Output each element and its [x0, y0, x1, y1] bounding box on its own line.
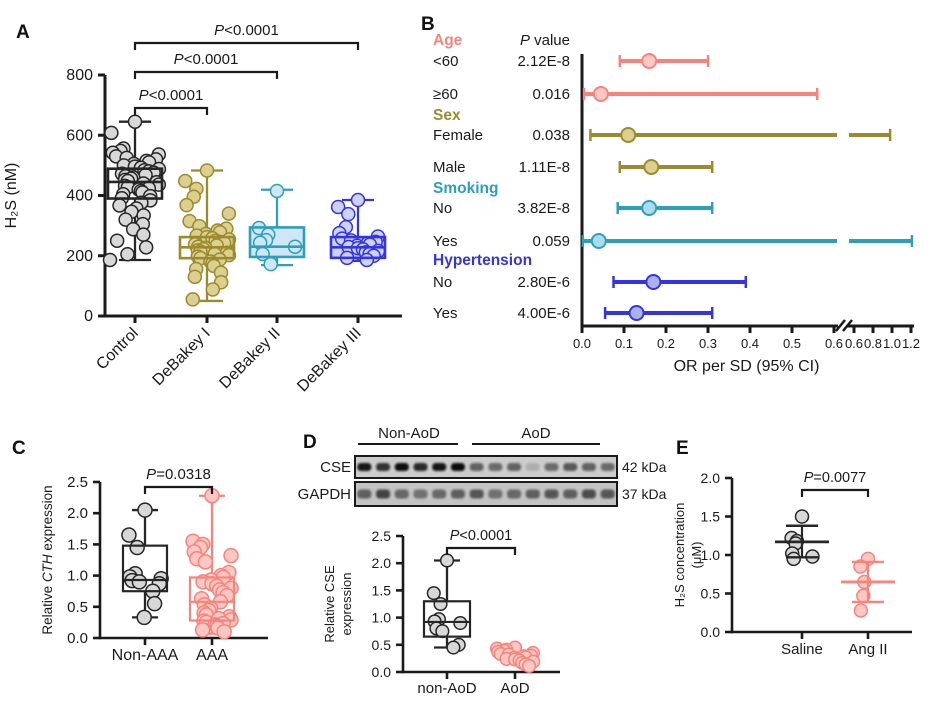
svg-text:2.0: 2.0 [701, 470, 721, 486]
svg-text:3.82E-8: 3.82E-8 [517, 200, 570, 217]
panel-b-forest-plot: 0.0 0.1 0.2 0.3 0.4 0.5 0.6 0.6 0.8 1.0 1.2OR per … [433, 32, 920, 375]
svg-text:0.1: 0.1 [615, 336, 633, 351]
svg-text:≥60: ≥60 [433, 86, 458, 103]
svg-text:P<0.0001: P<0.0001 [139, 87, 204, 104]
svg-text:0.5: 0.5 [783, 336, 801, 351]
svg-text:0.3: 0.3 [699, 336, 717, 351]
svg-text:Relative CSE: Relative CSE [322, 565, 337, 643]
svg-text:expression: expression [339, 573, 354, 636]
svg-text:No: No [433, 274, 452, 291]
svg-text:Sex: Sex [433, 107, 461, 124]
svg-text:0.0: 0.0 [67, 630, 88, 647]
svg-text:<60: <60 [433, 53, 458, 70]
svg-text:0.5: 0.5 [67, 599, 88, 616]
svg-text:600: 600 [66, 127, 93, 144]
svg-text:0.5: 0.5 [372, 637, 392, 653]
svg-text:2.80E-6: 2.80E-6 [517, 274, 570, 291]
svg-text:0.016: 0.016 [532, 86, 570, 103]
svg-text:0.4: 0.4 [741, 336, 759, 351]
svg-text:DeBakey I: DeBakey I [150, 325, 214, 389]
svg-text:1.2: 1.2 [902, 336, 920, 351]
svg-text:1.5: 1.5 [701, 509, 721, 525]
svg-text:2.0: 2.0 [67, 505, 88, 522]
svg-text:CSE: CSE [320, 459, 351, 476]
svg-text:Non-AAA: Non-AAA [112, 647, 179, 664]
svg-text:Hypertension: Hypertension [433, 252, 532, 269]
svg-text:400: 400 [66, 188, 93, 205]
svg-text:Yes: Yes [433, 233, 457, 250]
svg-text:Saline: Saline [781, 641, 823, 658]
svg-text:0.0: 0.0 [701, 624, 721, 640]
svg-text:DeBakey III: DeBakey III [294, 325, 365, 396]
svg-text:P<0.0001: P<0.0001 [450, 528, 513, 544]
panel-label-e: E [676, 438, 689, 459]
svg-text:2.5: 2.5 [372, 528, 392, 544]
svg-text:42 kDa: 42 kDa [622, 459, 667, 475]
svg-text:0.038: 0.038 [532, 127, 570, 144]
svg-text:0: 0 [84, 308, 93, 325]
svg-text:2.5: 2.5 [67, 474, 88, 491]
svg-text:H₂S (nM): H₂S (nM) [3, 163, 20, 229]
svg-text:0.0: 0.0 [372, 664, 392, 680]
svg-text:0.6: 0.6 [825, 336, 843, 351]
panel-e-scatter-chart: 0.0 0.5 1.0 1.5 2.0 H₂S concentration (μM) Sali… [672, 470, 912, 658]
svg-text:AAA: AAA [196, 647, 228, 664]
svg-text:2.0: 2.0 [372, 555, 392, 571]
svg-text:No: No [433, 200, 452, 217]
svg-text:1.0: 1.0 [701, 547, 721, 563]
svg-text:OR per SD (95% CI): OR per SD (95% CI) [674, 358, 820, 375]
svg-text:1.5: 1.5 [67, 536, 88, 553]
svg-text:0.059: 0.059 [532, 233, 570, 250]
svg-text:1.0: 1.0 [372, 610, 392, 626]
svg-text:non-AoD: non-AoD [417, 680, 476, 697]
svg-text:H₂S concentration: H₂S concentration [672, 503, 687, 608]
svg-text:1.5: 1.5 [372, 582, 392, 598]
svg-text:800: 800 [66, 67, 93, 84]
svg-text:P=0.0077: P=0.0077 [804, 470, 867, 486]
svg-text:AoD: AoD [521, 425, 550, 442]
svg-text:0.0: 0.0 [573, 336, 591, 351]
svg-text:0.6: 0.6 [845, 336, 863, 351]
svg-text:P value: P value [520, 32, 570, 49]
svg-text:P<0.0001: P<0.0001 [174, 51, 239, 68]
svg-text:GAPDH: GAPDH [298, 486, 351, 503]
svg-text:4.00E-6: 4.00E-6 [517, 305, 570, 322]
svg-text:Ang II: Ang II [848, 641, 887, 658]
svg-text:37 kDa: 37 kDa [622, 486, 667, 502]
panel-d-western-blot-and-boxplot: Non-AoD AoD CSE 42 kDa GAPDH 37 kDa 0.0 0.5 1.0 1… [298, 425, 667, 697]
svg-text:0.2: 0.2 [657, 336, 675, 351]
svg-text:DeBakey II: DeBakey II [216, 325, 283, 392]
panel-label-a: A [16, 22, 30, 43]
svg-text:0.5: 0.5 [701, 586, 721, 602]
svg-text:Female: Female [433, 127, 483, 144]
svg-text:Smoking: Smoking [433, 180, 498, 197]
svg-text:200: 200 [66, 248, 93, 265]
svg-text:Yes: Yes [433, 305, 457, 322]
svg-text:0.8: 0.8 [864, 336, 882, 351]
svg-text:1.0: 1.0 [67, 568, 88, 585]
svg-text:2.12E-8: 2.12E-8 [517, 53, 570, 70]
svg-text:Relative CTH expression: Relative CTH expression [40, 485, 55, 634]
panel-label-d: D [303, 432, 317, 453]
panel-c-boxplot-chart: 0.0 0.5 1.0 1.5 2.0 2.5 Relative CTH expressio… [40, 466, 268, 664]
svg-text:(μM): (μM) [689, 542, 704, 569]
panel-label-b: B [421, 14, 435, 35]
svg-text:1.11E-8: 1.11E-8 [519, 159, 570, 176]
svg-text:AoD: AoD [500, 680, 529, 697]
svg-text:P=0.0318: P=0.0318 [146, 466, 211, 483]
svg-text:Control: Control [93, 325, 141, 373]
svg-text:Male: Male [433, 159, 466, 176]
svg-text:1.0: 1.0 [883, 336, 901, 351]
panel-label-c: C [12, 438, 26, 459]
svg-text:Age: Age [433, 32, 463, 49]
svg-text:P<0.0001: P<0.0001 [214, 22, 279, 39]
svg-text:Non-AoD: Non-AoD [378, 425, 440, 442]
